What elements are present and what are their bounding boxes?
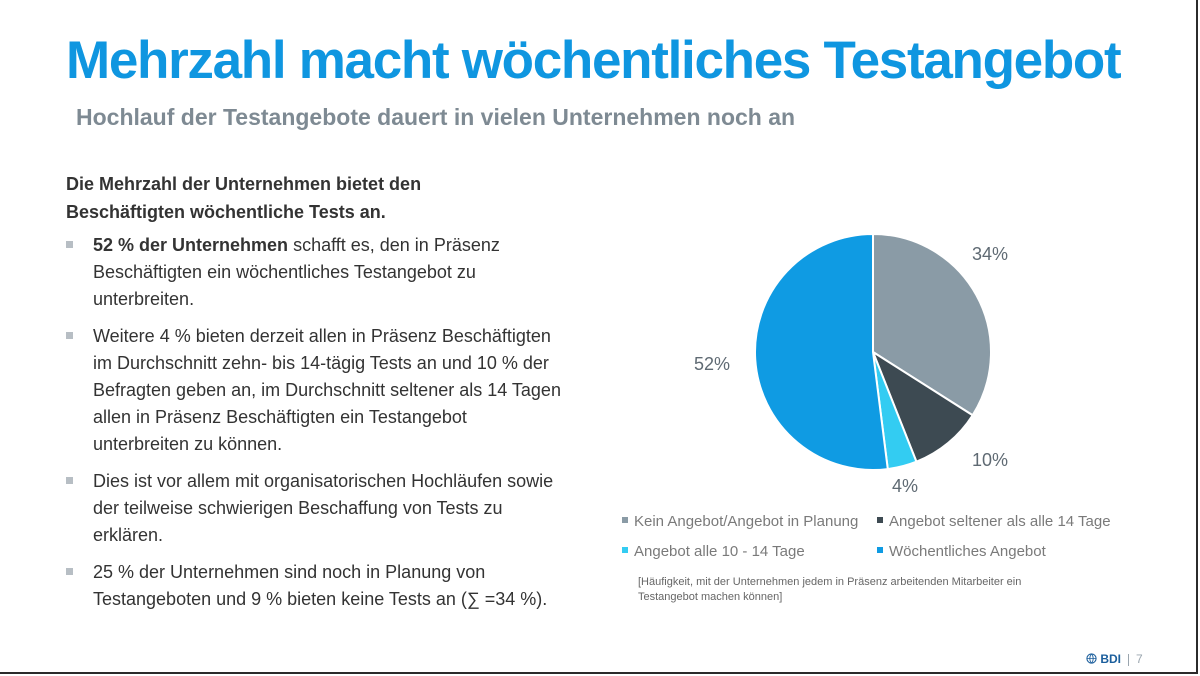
bullet-square-icon	[66, 477, 73, 484]
legend-swatch	[877, 517, 883, 524]
legend-label: Angebot seltener als alle 14 Tage	[889, 513, 1111, 530]
pie-data-label: 52%	[694, 354, 730, 374]
lead-paragraph: Die Mehrzahl der Unternehmen bietet den …	[66, 174, 422, 222]
bullet-item: 25 % der Unternehmen sind noch in Planun…	[66, 559, 566, 613]
legend-item-kein-angebot: Kein Angebot/Angebot in Planung	[622, 513, 858, 530]
globe-icon	[1086, 653, 1097, 664]
slide-subtitle: Hochlauf der Testangebote dauert in viel…	[76, 104, 796, 130]
bullet-bold-text: 52 % der Unternehmen	[93, 235, 289, 255]
slide-title: Mehrzahl macht wöchentliches Testangebot	[66, 31, 1122, 90]
bullet-text: Dies ist vor allem mit organisatorischen…	[93, 471, 554, 545]
brand-name: BDI	[1100, 652, 1122, 666]
pie-data-label: 10%	[972, 450, 1008, 470]
page-number: 7	[1136, 652, 1143, 666]
legend-label: Kein Angebot/Angebot in Planung	[634, 513, 859, 530]
bullet-list: 52 % der Unternehmen schafft es, den in …	[66, 232, 566, 623]
legend-item-woechentlich: Wöchentliches Angebot	[877, 543, 1046, 560]
legend-swatch	[622, 547, 628, 554]
bullet-item: 52 % der Unternehmen schafft es, den in …	[66, 232, 566, 313]
bullet-text: 25 % der Unternehmen sind noch in Planun…	[93, 562, 548, 609]
chart-footnote: [Häufigkeit, mit der Unternehmen jedem i…	[638, 576, 1022, 603]
bullet-text: Weitere 4 % bieten derzeit allen in Präs…	[93, 326, 561, 454]
legend-label: Wöchentliches Angebot	[889, 543, 1046, 560]
legend-label: Angebot alle 10 - 14 Tage	[634, 543, 805, 560]
legend-item-10-14: Angebot alle 10 - 14 Tage	[622, 543, 805, 560]
legend-swatch	[877, 547, 883, 554]
bullet-text: schafft es, den in Präsenz Beschäftigten…	[93, 235, 500, 309]
pie-slice	[754, 232, 889, 471]
brand-divider	[1128, 653, 1130, 666]
bullet-item: Weitere 4 % bieten derzeit allen in Präs…	[66, 323, 566, 458]
pie-chart: 34% 10% 4% 52%	[694, 232, 1008, 496]
pie-slice	[870, 349, 975, 464]
bullet-item: Dies ist vor allem mit organisatorischen…	[66, 468, 566, 549]
pie-data-label: 4%	[892, 476, 918, 496]
bullet-square-icon	[66, 241, 73, 248]
bdi-logo: BDI 7	[1086, 652, 1143, 666]
pie-data-label: 34%	[972, 244, 1008, 264]
legend-swatch	[622, 517, 628, 524]
bullet-square-icon	[66, 568, 73, 575]
bullet-square-icon	[66, 332, 73, 339]
legend-item-seltener: Angebot seltener als alle 14 Tage	[877, 513, 1111, 530]
